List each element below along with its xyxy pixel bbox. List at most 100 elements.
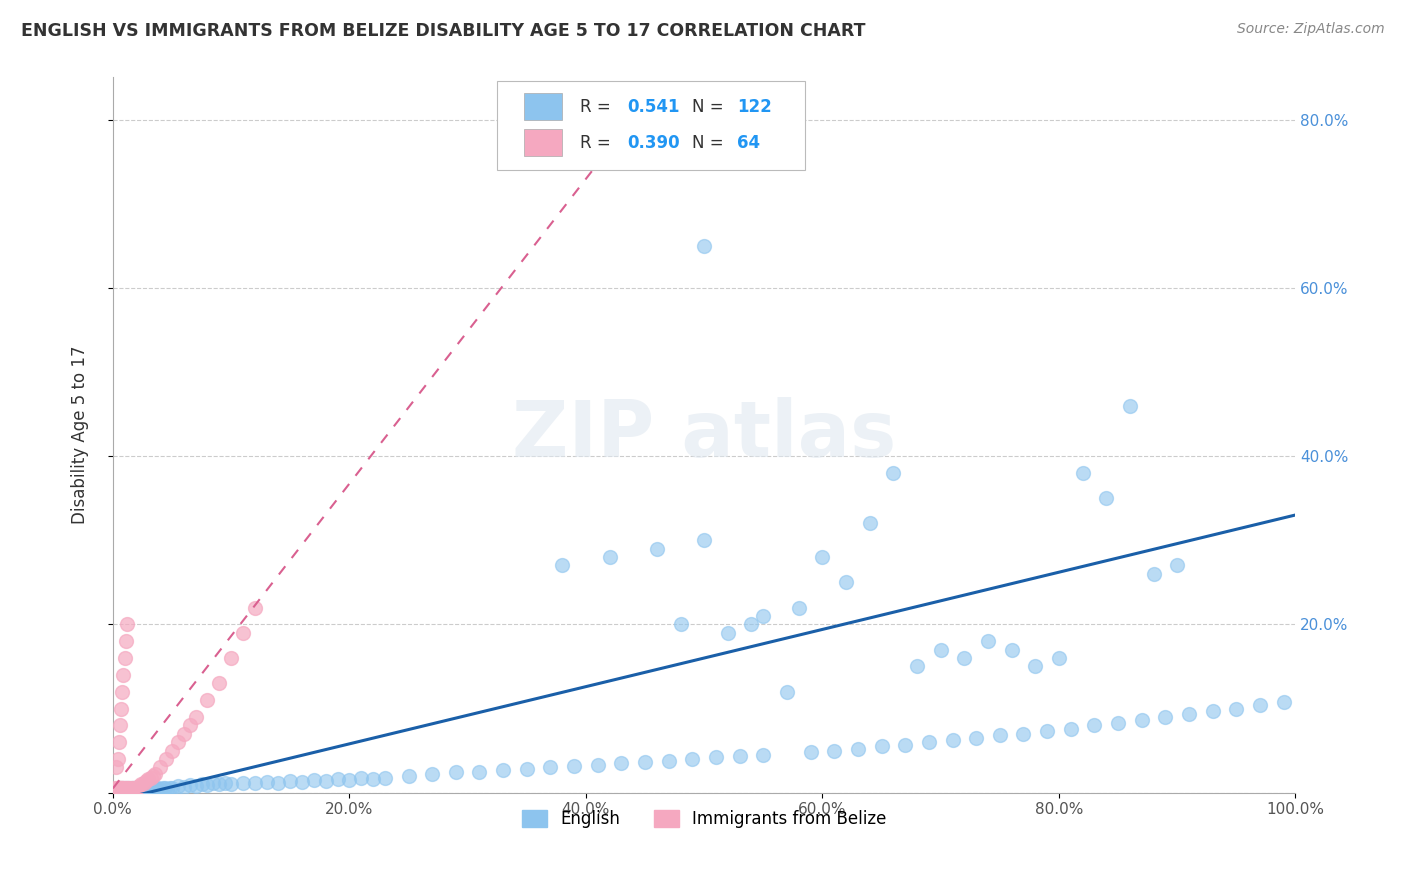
Point [468, 764, 491, 779]
Point [870, 739, 893, 754]
Point [599, 550, 621, 565]
Point [115, 780, 138, 795]
Point [122, 783, 145, 797]
Point [125, 780, 148, 795]
Text: R =: R = [581, 98, 616, 116]
Text: N =: N = [692, 134, 730, 152]
Point [107, 752, 129, 766]
Point [120, 781, 142, 796]
Point [693, 533, 716, 548]
Point [145, 767, 167, 781]
Point [149, 782, 172, 797]
Point [704, 750, 727, 764]
Point [111, 782, 134, 797]
Text: Source: ZipAtlas.com: Source: ZipAtlas.com [1237, 22, 1385, 37]
Point [142, 782, 165, 797]
Point [128, 779, 150, 793]
Point [121, 781, 143, 796]
Point [337, 772, 360, 787]
Point [115, 634, 138, 648]
Point [243, 600, 266, 615]
Point [492, 763, 515, 777]
Point [516, 762, 538, 776]
Point [846, 742, 869, 756]
Point [776, 684, 799, 698]
Point [859, 516, 882, 531]
Point [811, 550, 834, 565]
Point [117, 781, 139, 796]
Point [1166, 558, 1188, 573]
Point [361, 772, 384, 787]
Point [374, 771, 396, 785]
Point [105, 760, 128, 774]
Point [167, 735, 190, 749]
Point [173, 780, 195, 794]
Point [882, 466, 904, 480]
Point [1083, 718, 1105, 732]
Point [1107, 715, 1129, 730]
Point [129, 777, 152, 791]
Text: N =: N = [692, 98, 730, 116]
Point [232, 625, 254, 640]
Point [136, 781, 159, 796]
Point [115, 781, 138, 796]
Point [562, 758, 585, 772]
Point [752, 609, 775, 624]
Point [122, 780, 145, 795]
Point [156, 782, 179, 797]
Point [835, 575, 858, 590]
Point [108, 718, 131, 732]
Point [634, 755, 657, 769]
Point [202, 776, 225, 790]
Point [965, 731, 987, 745]
Point [135, 780, 157, 795]
Point [107, 781, 129, 796]
Point [110, 781, 132, 796]
Point [129, 782, 152, 797]
Point [1130, 714, 1153, 728]
Point [243, 776, 266, 790]
Point [136, 782, 159, 797]
Point [669, 617, 692, 632]
FancyBboxPatch shape [524, 93, 562, 120]
Point [693, 238, 716, 252]
Point [184, 779, 207, 793]
Point [110, 783, 132, 797]
Point [107, 780, 129, 795]
Point [681, 752, 703, 766]
Point [1095, 491, 1118, 505]
Point [112, 668, 135, 682]
Point [1012, 727, 1035, 741]
Point [717, 625, 740, 640]
Point [398, 769, 420, 783]
Point [823, 743, 845, 757]
Point [658, 754, 681, 768]
Point [108, 782, 131, 797]
Y-axis label: Disability Age 5 to 17: Disability Age 5 to 17 [72, 346, 89, 524]
Point [208, 676, 231, 690]
Point [167, 779, 190, 793]
Point [111, 780, 134, 795]
Point [179, 778, 201, 792]
Point [145, 781, 167, 796]
Point [173, 727, 195, 741]
Point [124, 781, 146, 796]
Point [1249, 698, 1271, 713]
Point [112, 780, 135, 795]
Point [124, 781, 146, 796]
Point [111, 781, 134, 796]
Point [190, 777, 212, 791]
Point [1119, 399, 1142, 413]
Point [267, 775, 290, 789]
Point [120, 782, 142, 797]
Point [752, 747, 775, 762]
Point [728, 749, 751, 764]
Point [118, 783, 141, 797]
Point [112, 780, 135, 795]
Point [740, 617, 762, 632]
Point [988, 728, 1011, 742]
Point [278, 773, 301, 788]
Point [131, 780, 153, 795]
Point [179, 718, 201, 732]
Point [139, 771, 162, 785]
